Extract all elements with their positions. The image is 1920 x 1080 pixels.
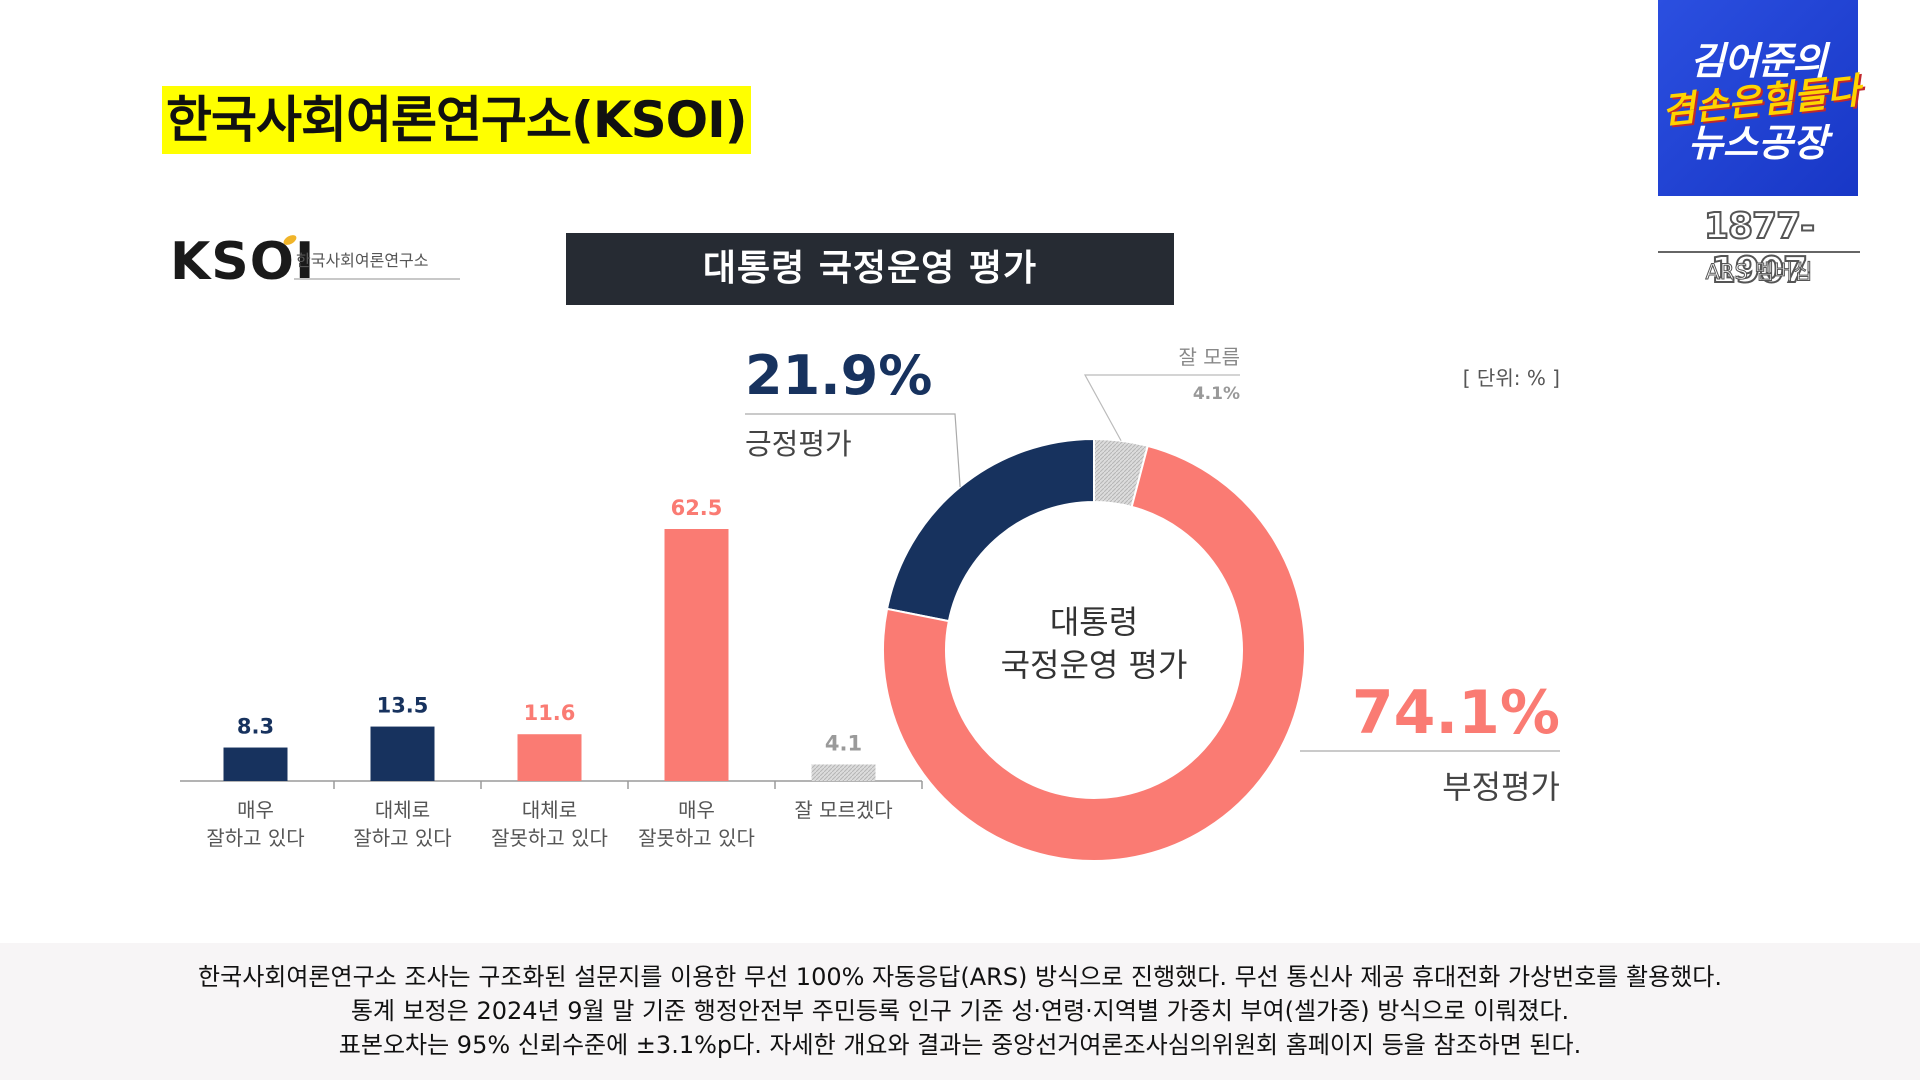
bar-value-label: 4.1: [825, 731, 862, 755]
positive-value-label: 21.9%: [745, 344, 932, 407]
negative-value-label: 74.1%: [1352, 678, 1560, 748]
negative-category-label: 부정평가: [1442, 768, 1560, 806]
bar: [223, 747, 288, 781]
chart-title: 대통령 국정운영 평가: [566, 233, 1174, 305]
bar: [517, 734, 582, 781]
dontknow-category-label: 잘 모름: [1178, 345, 1240, 369]
bar: [370, 726, 435, 781]
brand-divider: [1658, 251, 1860, 253]
bar-category-label: 매우: [678, 798, 715, 822]
survey-methodology-footer: 한국사회여론연구소 조사는 구조화된 설문지를 이용한 무선 100% 자동응답…: [0, 943, 1920, 1080]
bar-category-label: 잘못하고 있다: [638, 826, 755, 850]
unit-label: [ 단위: % ]: [1463, 366, 1560, 390]
brand-line-1: 김어준의: [1690, 39, 1827, 83]
brand-membership: ARS 멤버십: [1705, 260, 1813, 285]
logo-subtitle: 한국사회여론연구소: [296, 251, 429, 270]
callout-line: [1083, 374, 1240, 442]
callout-line: [745, 413, 961, 487]
bar: [811, 764, 876, 781]
bar-category-label: 잘하고 있다: [353, 826, 451, 850]
logo-divider: [294, 278, 460, 280]
footer-line: 표본오차는 95% 신뢰수준에 ±3.1%p다. 자세한 개요와 결과는 중앙선…: [338, 1031, 1582, 1059]
brand-phone-number: 1877-1907: [1703, 205, 1816, 292]
footer-line: 통계 보정은 2024년 9월 말 기준 행정안전부 주민등록 인구 기준 성·…: [350, 997, 1570, 1025]
headline-title: 한국사회여론연구소(KSOI): [162, 86, 751, 154]
donut-slice: [882, 444, 1306, 862]
footer-line: 한국사회여론연구소 조사는 구조화된 설문지를 이용한 무선 100% 자동응답…: [198, 963, 1722, 991]
donut-slice: [885, 437, 1095, 623]
bar-category-label: 대체로: [375, 798, 430, 822]
bar-category-label: 잘못하고 있다: [491, 826, 608, 850]
brand-line-3: 뉴스공장: [1688, 121, 1828, 165]
bar: [664, 529, 729, 781]
bar-value-label: 11.6: [524, 701, 576, 725]
ksoi-logo: KSOI 한국사회여론연구소: [170, 232, 460, 292]
bar-category-label: 잘하고 있다: [206, 826, 304, 850]
program-brand-badge: 김어준의 겸손은힘들다 뉴스공장: [1658, 0, 1862, 196]
bar-value-label: 8.3: [237, 715, 274, 739]
bar-value-label: 13.5: [377, 694, 429, 718]
bar-category-label: 매우: [237, 798, 274, 822]
donut-center-label: 대통령: [1050, 603, 1138, 641]
positive-category-label: 긍정평가: [745, 427, 852, 461]
dontknow-value-label: 4.1%: [1193, 384, 1240, 404]
bar-category-label: 대체로: [522, 798, 577, 822]
bar-category-label: 잘 모르겠다: [794, 798, 892, 822]
donut-center-label: 국정운영 평가: [1001, 646, 1188, 684]
bar-value-label: 62.5: [671, 496, 723, 520]
